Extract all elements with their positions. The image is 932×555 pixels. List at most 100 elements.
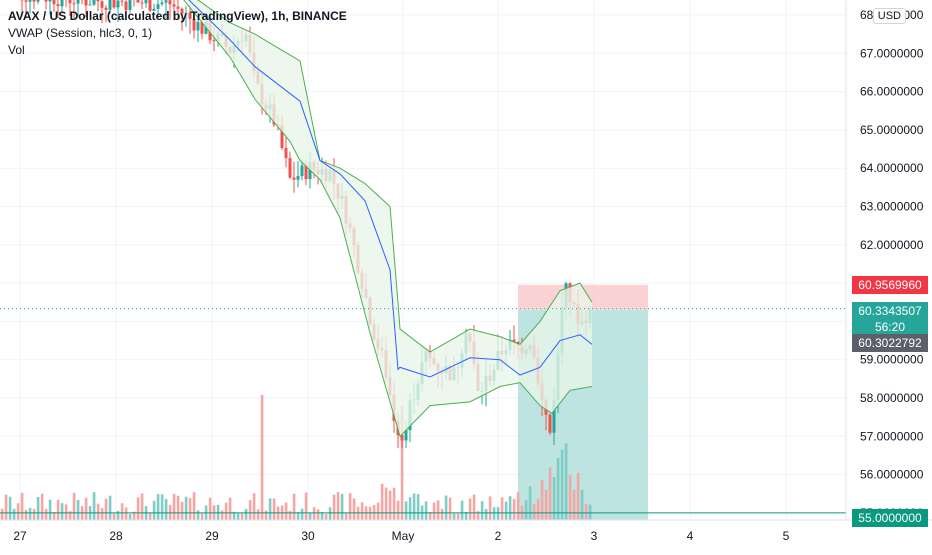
volume-bar xyxy=(353,498,356,520)
volume-bar xyxy=(257,509,260,520)
volume-bar xyxy=(193,492,196,520)
candle-body xyxy=(73,3,76,4)
volume-bar xyxy=(249,500,252,520)
candle-body xyxy=(549,415,552,433)
volume-bar xyxy=(361,502,364,520)
volume-bar xyxy=(177,496,180,520)
chart-legend: AVAX / US Dollar (calculated by TradingV… xyxy=(8,8,347,59)
candle-body xyxy=(49,0,52,1)
volume-bar xyxy=(105,499,108,520)
volume-bar xyxy=(65,504,68,520)
volume-bar xyxy=(377,503,380,520)
volume-bar xyxy=(545,490,548,520)
volume-bar xyxy=(505,502,508,520)
price-tick-label: 58.0000000 xyxy=(860,391,924,405)
time-axis-bg xyxy=(0,520,932,550)
volume-bar xyxy=(117,511,120,520)
candle-body xyxy=(25,0,28,1)
volume-bar xyxy=(173,494,176,520)
volume-bar xyxy=(181,502,184,520)
candle-body xyxy=(289,158,292,177)
volume-bar xyxy=(1,509,4,520)
volume-bar xyxy=(189,498,192,520)
volume-bar xyxy=(345,513,348,520)
time-tick-label: 5 xyxy=(783,529,790,543)
candle-body xyxy=(161,3,164,5)
vwap-band-fill xyxy=(165,0,592,436)
volume-bar xyxy=(329,507,332,520)
volume-bar xyxy=(417,494,420,520)
volume-bar xyxy=(469,498,472,520)
candle-body xyxy=(297,176,300,180)
candle-body xyxy=(97,0,100,1)
entry-price-label: 60.3022792 xyxy=(852,334,928,352)
time-tick-label: 28 xyxy=(109,529,123,543)
volume-bar xyxy=(273,498,276,520)
currency-badge[interactable]: USD xyxy=(873,8,906,24)
price-tick-label: 62.0000000 xyxy=(860,238,924,252)
volume-bar xyxy=(37,497,40,520)
volume-bar xyxy=(541,480,544,520)
volume-bar xyxy=(21,493,24,520)
volume-bar xyxy=(197,510,200,520)
volume-bar xyxy=(493,507,496,520)
volume-bar xyxy=(381,484,384,520)
volume-bar xyxy=(157,494,160,520)
volume-bar xyxy=(137,497,140,520)
volume-bar xyxy=(565,443,568,520)
volume-legend[interactable]: Vol xyxy=(8,42,347,59)
price-tick-label: 59.0000000 xyxy=(860,353,924,367)
volume-bar xyxy=(121,503,124,520)
volume-bar xyxy=(529,486,532,520)
time-tick-label: May xyxy=(392,529,415,543)
price-tick-label: 57.0000000 xyxy=(860,429,924,443)
volume-bar xyxy=(533,504,536,520)
volume-bar xyxy=(73,493,76,520)
volume-bar xyxy=(553,477,556,520)
volume-bar xyxy=(165,499,168,520)
volume-bar xyxy=(109,496,112,520)
volume-bar xyxy=(433,503,436,520)
volume-bar xyxy=(269,498,272,520)
candle-body xyxy=(77,0,80,4)
volume-bar xyxy=(153,501,156,520)
volume-bar xyxy=(445,495,448,520)
volume-bar xyxy=(525,500,528,520)
volume-bar xyxy=(5,495,8,520)
candle-body xyxy=(61,0,64,6)
candle-body xyxy=(101,1,104,8)
volume-bar xyxy=(25,510,28,520)
volume-bar xyxy=(301,509,304,520)
volume-bar xyxy=(229,498,232,520)
candle-body xyxy=(53,0,56,4)
volume-bar xyxy=(485,509,488,520)
volume-bar xyxy=(309,513,312,520)
volume-bar xyxy=(481,501,484,520)
volume-bar xyxy=(517,492,520,520)
volume-bar xyxy=(405,501,408,520)
volume-bar xyxy=(209,498,212,520)
symbol-title[interactable]: AVAX / US Dollar (calculated by TradingV… xyxy=(8,8,347,25)
volume-bar xyxy=(29,508,32,520)
volume-bar xyxy=(457,514,460,520)
candle-body xyxy=(29,0,32,2)
volume-bar xyxy=(497,507,500,520)
volume-bar xyxy=(509,496,512,520)
volume-bar xyxy=(437,500,440,520)
candle-body xyxy=(69,0,72,3)
vwap-legend[interactable]: VWAP (Session, hlc3, 0, 1) xyxy=(8,25,347,42)
volume-bar xyxy=(473,495,476,520)
volume-bar xyxy=(33,509,36,520)
volume-bar xyxy=(149,512,152,520)
volume-bar xyxy=(253,493,256,520)
volume-bar xyxy=(285,502,288,520)
candle-body xyxy=(117,1,120,8)
volume-bar xyxy=(293,494,296,520)
volume-bar xyxy=(501,497,504,520)
volume-bar xyxy=(589,505,592,520)
volume-bar xyxy=(161,494,164,520)
volume-bar xyxy=(93,492,96,520)
volume-bar xyxy=(313,507,316,520)
